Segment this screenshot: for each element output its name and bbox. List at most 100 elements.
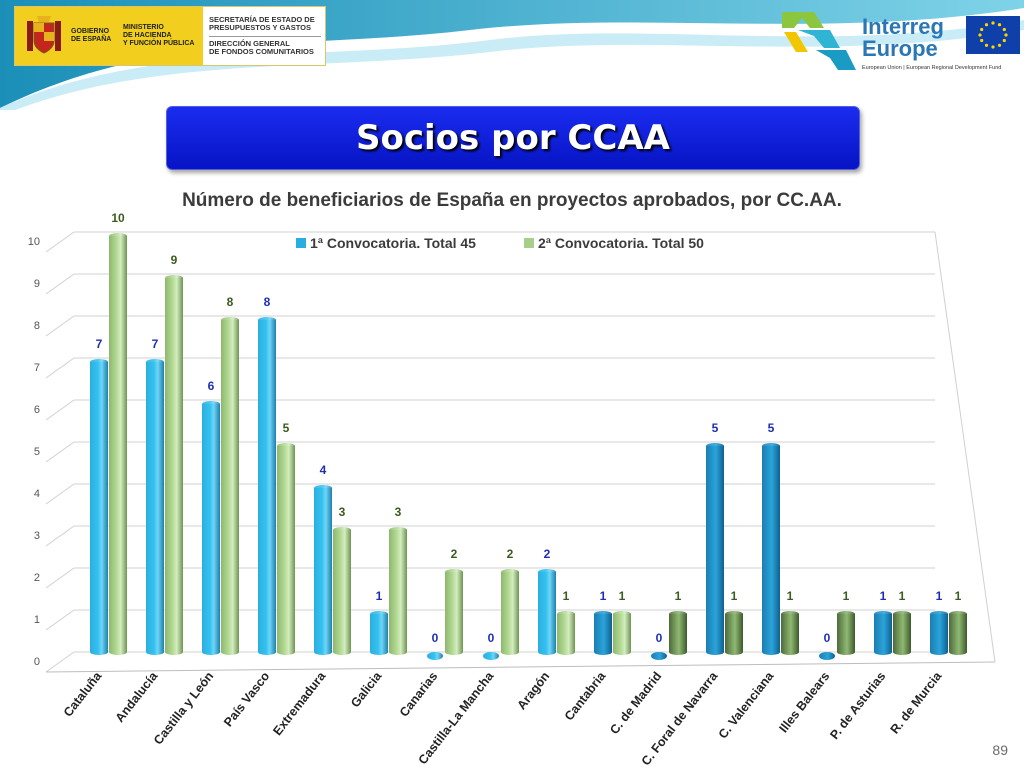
page-number: 89 xyxy=(992,742,1008,758)
bar-series2 xyxy=(949,614,967,652)
gridline-depth xyxy=(45,357,75,379)
bar-series1 xyxy=(483,652,499,660)
chart-floor xyxy=(45,661,996,673)
data-label-series1: 5 xyxy=(712,421,719,435)
bar-series1-base xyxy=(930,649,948,655)
bar-series2-base xyxy=(781,649,799,655)
y-tick-label: 0 xyxy=(34,656,40,668)
bar-series1 xyxy=(202,404,220,652)
data-label-series2: 1 xyxy=(955,589,962,603)
slide-title-banner: Socios por CCAA xyxy=(166,106,860,170)
bar-series2 xyxy=(277,446,295,652)
direction-label: DIRECCIÓN GENERAL DE FONDOS COMUNITARIOS xyxy=(209,38,314,56)
chart-grid xyxy=(45,231,996,673)
data-label-series1: 7 xyxy=(152,337,159,351)
x-tick-label: Andalucía xyxy=(113,668,161,725)
bar-series2 xyxy=(837,614,855,652)
bar-series2-cap xyxy=(781,611,799,617)
x-tick-label: P. de Asturias xyxy=(827,669,888,742)
data-label-series1: 2 xyxy=(544,547,551,561)
bar-series1-base xyxy=(874,649,892,655)
spain-government-logo: GOBIERNO DE ESPAÑA MINISTERIO DE HACIEND… xyxy=(14,6,326,66)
bar-series2-cap xyxy=(389,527,407,533)
eu-flag-icon xyxy=(966,16,1020,54)
bar-series2 xyxy=(165,278,183,652)
bar-series1-cap xyxy=(146,359,164,365)
data-label-series1: 0 xyxy=(432,631,439,645)
bar-series2-cap xyxy=(557,611,575,617)
data-label-series2: 1 xyxy=(731,589,738,603)
bar-series1-base xyxy=(538,649,556,655)
bar-series2 xyxy=(669,614,687,652)
x-tick-label: Galicia xyxy=(348,668,385,710)
data-label-series2: 3 xyxy=(339,505,346,519)
bar-series1 xyxy=(370,614,388,652)
bar-series2-base xyxy=(669,649,687,655)
legend-label: 2ª Convocatoria. Total 50 xyxy=(538,235,704,251)
bar-series2 xyxy=(557,614,575,652)
bar-series1-cap xyxy=(258,317,276,323)
data-label-series1: 1 xyxy=(376,589,383,603)
data-label-series2: 1 xyxy=(843,589,850,603)
bar-series1 xyxy=(258,320,276,652)
x-tick-label: Canarias xyxy=(397,669,441,719)
bar-series2 xyxy=(725,614,743,652)
bar-series2-cap xyxy=(893,611,911,617)
gridline-depth xyxy=(45,315,75,337)
interreg-europe-logo: Interreg Europe European Union | Europea… xyxy=(780,10,1020,76)
bar-series1-cap xyxy=(594,611,612,617)
x-tick-label: Castilla y León xyxy=(151,669,216,747)
data-label-series1: 5 xyxy=(768,421,775,435)
bar-series1-base xyxy=(202,649,220,655)
y-tick-label: 4 xyxy=(34,488,40,500)
bar-series1-cap xyxy=(314,485,332,491)
bar-series1-cap xyxy=(930,611,948,617)
gridline-depth xyxy=(45,567,75,589)
bar-series2-cap xyxy=(277,443,295,449)
x-tick-label: Extremadura xyxy=(270,668,329,738)
bar-series1-cap xyxy=(874,611,892,617)
bar-series2-base xyxy=(445,649,463,655)
data-label-series2: 2 xyxy=(507,547,514,561)
y-tick-label: 7 xyxy=(34,362,40,374)
interreg-title: Interreg xyxy=(862,14,944,39)
bar-series1 xyxy=(427,652,443,660)
bar-series2-base xyxy=(109,649,127,655)
bar-series2-cap xyxy=(445,569,463,575)
data-label-series1: 4 xyxy=(320,463,327,477)
y-tick-label: 1 xyxy=(34,614,40,626)
bar-series2-base xyxy=(221,649,239,655)
bar-series2 xyxy=(893,614,911,652)
data-label-series1: 7 xyxy=(96,337,103,351)
data-label-series2: 8 xyxy=(227,295,234,309)
legend-label: 1ª Convocatoria. Total 45 xyxy=(310,235,476,251)
bar-series2-cap xyxy=(613,611,631,617)
slide-title: Socios por CCAA xyxy=(356,118,670,158)
interreg-arrows-icon xyxy=(782,12,856,70)
x-tick-label: R. de Murcia xyxy=(888,668,945,736)
y-tick-label: 3 xyxy=(34,530,40,542)
bar-series1-base xyxy=(146,649,164,655)
gridline-depth xyxy=(45,609,75,631)
gridline-depth xyxy=(45,231,75,253)
bar-series2 xyxy=(333,530,351,652)
x-tick-label: C. Foral de Navarra xyxy=(639,668,721,768)
bar-series2 xyxy=(613,614,631,652)
legend-swatch xyxy=(524,238,534,248)
x-tick-label: Cataluña xyxy=(61,668,105,719)
data-label-series1: 1 xyxy=(880,589,887,603)
bar-series2-base xyxy=(389,649,407,655)
bar-series2-cap xyxy=(949,611,967,617)
bar-series1-base xyxy=(258,649,276,655)
data-label-series2: 1 xyxy=(899,589,906,603)
data-label-series1: 1 xyxy=(936,589,943,603)
data-label-series2: 1 xyxy=(787,589,794,603)
x-tick-label: Castilla-La Mancha xyxy=(416,668,497,767)
data-label-series2: 2 xyxy=(451,547,458,561)
bar-series2-base xyxy=(893,649,911,655)
data-label-series1: 6 xyxy=(208,379,215,393)
data-label-series1: 0 xyxy=(488,631,495,645)
bar-series2 xyxy=(781,614,799,652)
